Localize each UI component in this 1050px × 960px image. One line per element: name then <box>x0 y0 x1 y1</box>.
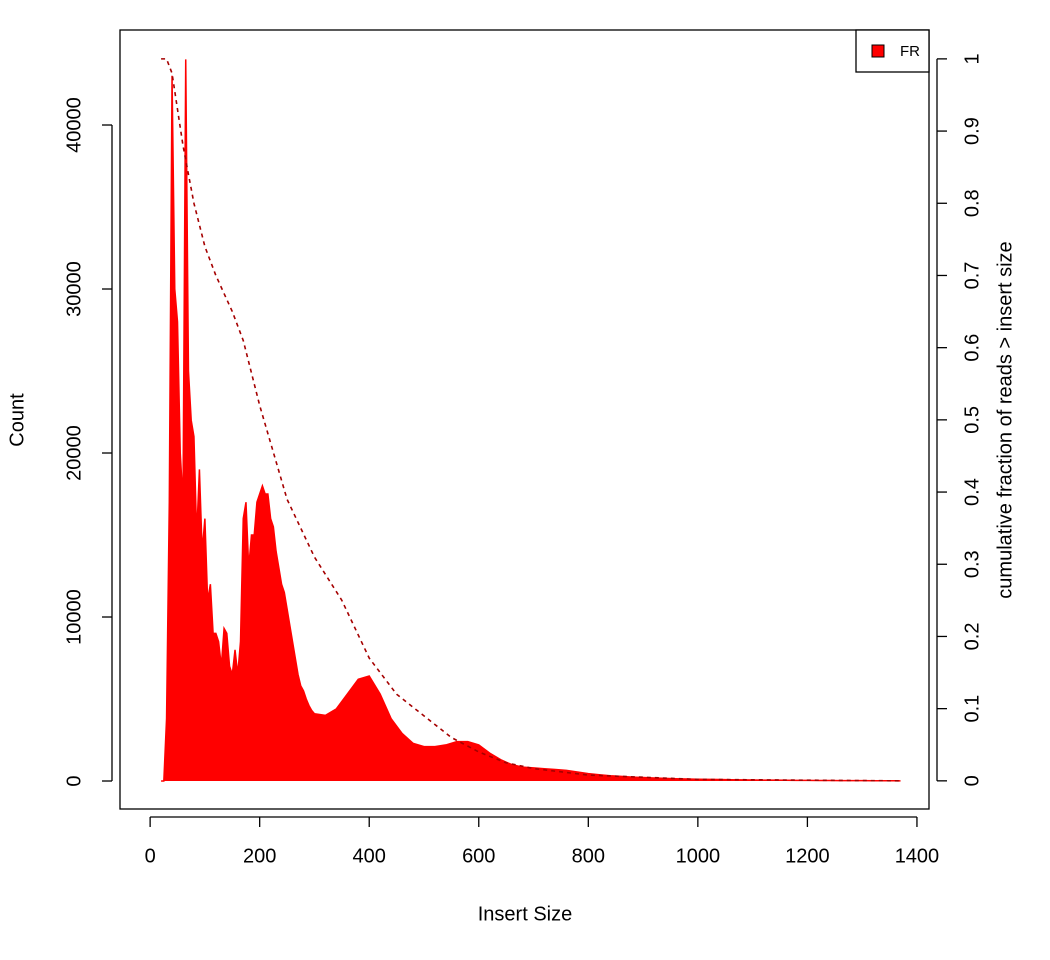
y2-tick-label: 1 <box>961 53 983 64</box>
y2-tick-label: 0.1 <box>961 695 983 723</box>
y2-tick-label: 0.9 <box>961 117 983 145</box>
y-tick-label: 40000 <box>63 97 85 153</box>
y2-tick-label: 0.3 <box>961 550 983 578</box>
x-axis-label: Insert Size <box>478 903 572 925</box>
x-tick-label: 200 <box>243 845 276 867</box>
y-axis-label: Count <box>6 393 28 447</box>
y-tick-label: 10000 <box>63 589 85 645</box>
y2-tick-label: 0.7 <box>961 262 983 290</box>
x-tick-label: 400 <box>353 845 386 867</box>
y2-tick-label: 0.4 <box>961 478 983 506</box>
x-tick-label: 1000 <box>676 845 721 867</box>
y2-tick-label: 0.2 <box>961 623 983 651</box>
y-tick-label: 30000 <box>63 261 85 317</box>
plot-frame <box>119 29 930 810</box>
x-tick-label: 800 <box>572 845 605 867</box>
y2-tick-label: 0.6 <box>961 334 983 362</box>
x-tick-label: 600 <box>462 845 495 867</box>
legend-swatch <box>871 44 885 58</box>
y2-tick-label: 0.8 <box>961 189 983 217</box>
y2-tick-label: 0.5 <box>961 406 983 434</box>
area-fill <box>161 59 901 782</box>
y-tick-label: 20000 <box>63 425 85 481</box>
x-tick-label: 1400 <box>895 845 940 867</box>
y2-tick-label: 0 <box>961 775 983 786</box>
y-tick-label: 0 <box>63 775 85 786</box>
legend-box <box>855 29 930 73</box>
y2-axis-label: cumulative fraction of reads > insert si… <box>994 241 1016 598</box>
legend-label: FR <box>900 43 920 60</box>
x-tick-label: 0 <box>145 845 156 867</box>
x-tick-label: 1200 <box>785 845 830 867</box>
